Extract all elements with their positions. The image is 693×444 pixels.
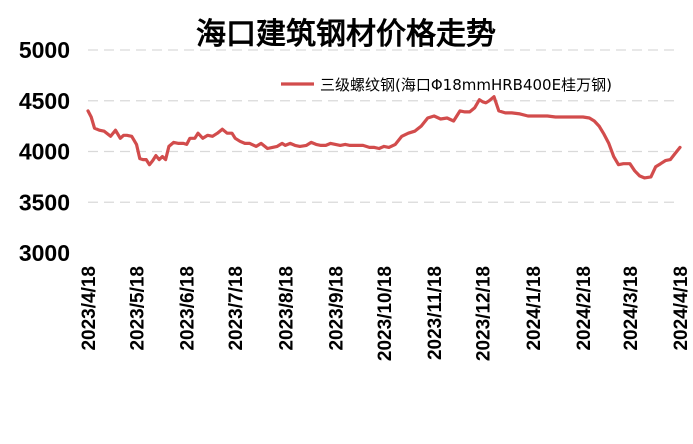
x-tick-label: 2024/2/18 [574, 266, 595, 351]
y-tick-label: 5000 [19, 37, 70, 63]
x-tick-label: 2024/1/18 [524, 266, 545, 351]
gridlines [88, 49, 680, 203]
x-tick-label: 2024/3/18 [621, 266, 642, 351]
legend: 三级螺纹钢(海口Φ18mmHRB400E桂万钢) [281, 76, 612, 94]
x-tick-label: 2023/7/18 [226, 266, 247, 351]
x-tick-label: 2023/8/18 [276, 266, 297, 351]
x-tick-label: 2023/11/18 [425, 266, 446, 360]
y-tick-label: 3000 [19, 240, 70, 266]
y-tick-label: 4500 [19, 88, 70, 114]
chart-title: 海口建筑钢材价格走势 [196, 17, 496, 52]
x-tick-label: 2023/9/18 [326, 266, 347, 351]
x-tick-label: 2023/6/18 [178, 266, 199, 351]
y-axis-tick-labels: 5000 4500 4000 3500 3000 [19, 37, 70, 266]
x-tick-label: 2023/10/18 [375, 266, 396, 361]
x-tick-label: 2023/5/18 [128, 266, 149, 351]
y-tick-label: 4000 [19, 139, 70, 165]
series-line [86, 95, 682, 180]
x-tick-label: 2024/4/18 [671, 266, 692, 351]
legend-label: 三级螺纹钢(海口Φ18mmHRB400E桂万钢) [320, 76, 612, 94]
x-tick-label: 2023/4/18 [79, 266, 100, 351]
series-lines [86, 95, 682, 180]
x-tick-label: 2023/12/18 [474, 266, 495, 361]
y-tick-label: 3500 [19, 189, 70, 215]
x-axis-tick-labels: 2023/4/18 2023/5/18 2023/6/18 2023/7/18 2023… [79, 266, 692, 361]
